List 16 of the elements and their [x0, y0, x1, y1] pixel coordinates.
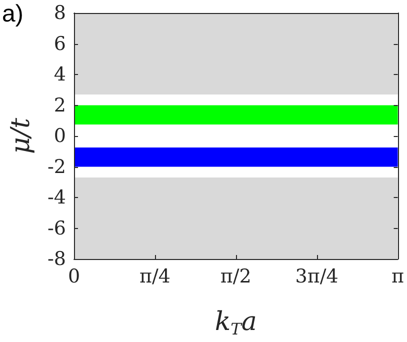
y-tick-label: 6 [54, 32, 66, 55]
x-tick-label: π/2 [220, 266, 252, 288]
y-axis-title: μ/t [6, 117, 36, 154]
x-tick-label: π/4 [139, 266, 170, 288]
text: a) [2, 0, 24, 28]
x-tick-label: π [392, 266, 404, 288]
y-tick-label: 8 [54, 2, 66, 24]
y-tick-label: -4 [47, 186, 66, 208]
y-tick-label: 4 [54, 64, 66, 86]
y-tick-label: -8 [47, 248, 66, 270]
x-tick-label: 0 [68, 266, 80, 288]
y-tick-label: 2 [54, 94, 66, 116]
y-tick-label: 0 [54, 125, 66, 147]
x-tick-label: 3π/4 [295, 266, 338, 288]
y-tick-label: -2 [47, 156, 66, 178]
y-tick-label: -6 [47, 217, 66, 240]
